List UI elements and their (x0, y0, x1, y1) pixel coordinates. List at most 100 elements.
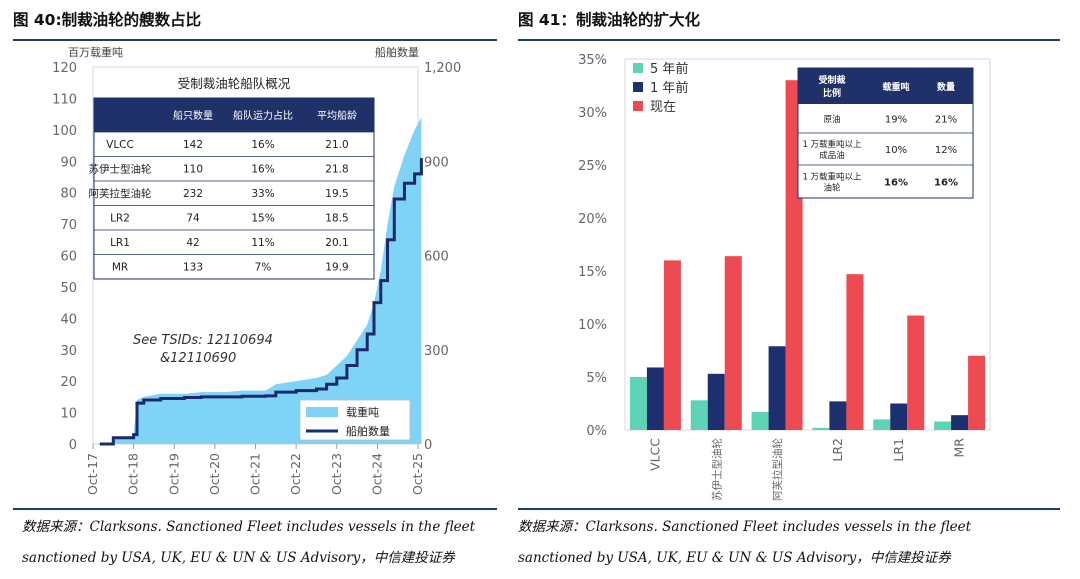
bar (890, 403, 908, 430)
ratio-cell-dwt: 16% (884, 178, 908, 189)
x-tick-label: Oct-23 (329, 453, 344, 495)
fig40-title-rule (13, 39, 497, 41)
table-cell: 16% (251, 139, 274, 151)
ratio-cell-count: 12% (935, 145, 957, 156)
table-cell: 15% (251, 213, 274, 225)
right-axis-label: 船舶数量 (375, 45, 419, 59)
left-axis-label: 百万载重吨 (68, 45, 123, 59)
ratio-row-label: 原油 (823, 114, 840, 125)
x-tick-label: VLCC (647, 438, 662, 471)
x-tick-label: LR1 (891, 438, 906, 462)
x-tick-label: Oct-25 (410, 453, 425, 495)
fig41-title-rule (518, 39, 1060, 41)
bar (768, 346, 786, 430)
left-y-tick-label: 90 (60, 155, 77, 170)
table-cell: 20.1 (325, 237, 348, 249)
ratio-header-2: 载重吨 (882, 81, 909, 93)
table-cell: LR1 (110, 237, 130, 249)
bar (629, 377, 647, 430)
table-cell: 21.0 (325, 139, 348, 151)
legend-label: 现在 (650, 100, 676, 115)
y-tick-label: 30% (578, 106, 607, 121)
x-tick-label: LR2 (830, 438, 845, 462)
table-title: 受制裁油轮船队概况 (178, 76, 291, 91)
right-y-tick-label: 600 (424, 250, 449, 265)
bar (968, 355, 986, 430)
fig41-source: 数据来源：Clarksons. Sanctioned Fleet include… (518, 512, 1063, 574)
left-y-tick-label: 70 (60, 218, 77, 233)
x-tick-label: Oct-20 (207, 453, 222, 495)
ratio-row-label: 1 万载重吨以上 (802, 139, 862, 150)
left-y-tick-label: 80 (60, 187, 77, 202)
y-tick-label: 25% (578, 159, 607, 174)
fig41-chart: 0% 5% 10% 15% 20% 25% 30% 35% VLCC 苏伊士型油轮 阿芙拉型油轮 L… (578, 53, 991, 501)
legend-swatch (633, 101, 643, 111)
right-y-tick-label: 1,200 (424, 61, 461, 76)
table-cell: 33% (251, 188, 274, 200)
bar (707, 373, 725, 430)
table-header-share: 船队运力占比 (233, 109, 293, 122)
y-tick-label: 35% (578, 53, 607, 68)
y-tick-label: 15% (578, 265, 607, 280)
left-y-tick-label: 110 (52, 92, 77, 107)
series-area-dwt (99, 117, 422, 445)
table-cell: 苏伊士型油轮 (89, 163, 152, 176)
right-y-tick-label: 0 (424, 438, 432, 453)
table-cell: 阿芙拉型油轮 (89, 187, 152, 200)
plot-frame (624, 58, 991, 431)
x-tick-label: Oct-21 (248, 453, 263, 495)
ratio-cell-count: 21% (935, 115, 957, 126)
bar (829, 401, 847, 430)
y-tick-label: 20% (578, 212, 607, 227)
table-cell: 21.8 (325, 164, 348, 176)
fig41-source-line2: sanctioned by USA, UK, EU & UN & US Advi… (518, 550, 951, 566)
fig40-chart: 百万载重吨 船舶数量 0102030405060708090100110120 … (52, 45, 461, 495)
left-y-tick-label: 40 (60, 312, 77, 327)
bar (646, 367, 664, 430)
x-tick-label: Oct-22 (288, 453, 303, 495)
legend-line-label: 船舶数量 (346, 424, 390, 438)
bar (907, 315, 925, 430)
fig41-bottom-rule (518, 508, 1060, 510)
ratio-cell-count: 16% (934, 178, 958, 189)
ratio-header-3: 数量 (937, 81, 955, 93)
legend-label: 1 年前 (650, 80, 688, 96)
table-cell: 42 (186, 237, 199, 249)
x-tick-label: Oct-17 (85, 453, 100, 495)
legend-area-label: 载重吨 (346, 405, 379, 419)
left-y-tick-label: 120 (52, 61, 77, 76)
x-tick-label: Oct-18 (126, 453, 141, 495)
series-line-vessel-count (99, 158, 423, 446)
right-y-tick-label: 900 (424, 155, 449, 170)
table-cell: 7% (255, 262, 272, 274)
fig40-title: 图 40:制裁油轮的艘数占比 (13, 11, 202, 29)
table-header-age: 平均船龄 (317, 109, 357, 122)
legend-swatch (633, 82, 643, 92)
x-tick-label: MR (952, 438, 967, 458)
table-cell: MR (112, 262, 128, 274)
fig40-legend: 载重吨 船舶数量 (299, 399, 411, 441)
bar (690, 400, 708, 430)
ratio-cell-dwt: 19% (885, 115, 907, 126)
table-cell: 19.5 (325, 188, 348, 200)
x-tick-label: 苏伊士型油轮 (710, 438, 723, 501)
ratio-header-1a: 受制裁 (818, 74, 845, 86)
table-cell: 110 (183, 164, 203, 176)
table-cell: VLCC (106, 139, 134, 151)
fig41-source-line1: 数据来源：Clarksons. Sanctioned Fleet include… (518, 519, 972, 535)
bar (934, 421, 952, 430)
bar (846, 274, 864, 430)
legend-swatch (633, 63, 643, 73)
ratio-row-label: 1 万载重吨以上 (802, 172, 862, 183)
left-y-tick-label: 10 (60, 407, 77, 422)
bar (812, 427, 830, 430)
y-tick-label: 5% (586, 371, 607, 386)
x-tick-label: Oct-19 (166, 453, 181, 495)
table-cell: 74 (186, 213, 200, 225)
fig40-bottom-rule (13, 508, 497, 510)
ratio-header-1b: 比例 (823, 87, 841, 99)
left-y-tick-label: 100 (52, 124, 77, 139)
fig40-source: 数据来源：Clarksons. Sanctioned Fleet include… (22, 512, 502, 574)
sanction-fleet-table: 受制裁油轮船队概况 船只数量 船队运力占比 平均船龄 VLCC 142 16% 21.… (89, 68, 375, 280)
